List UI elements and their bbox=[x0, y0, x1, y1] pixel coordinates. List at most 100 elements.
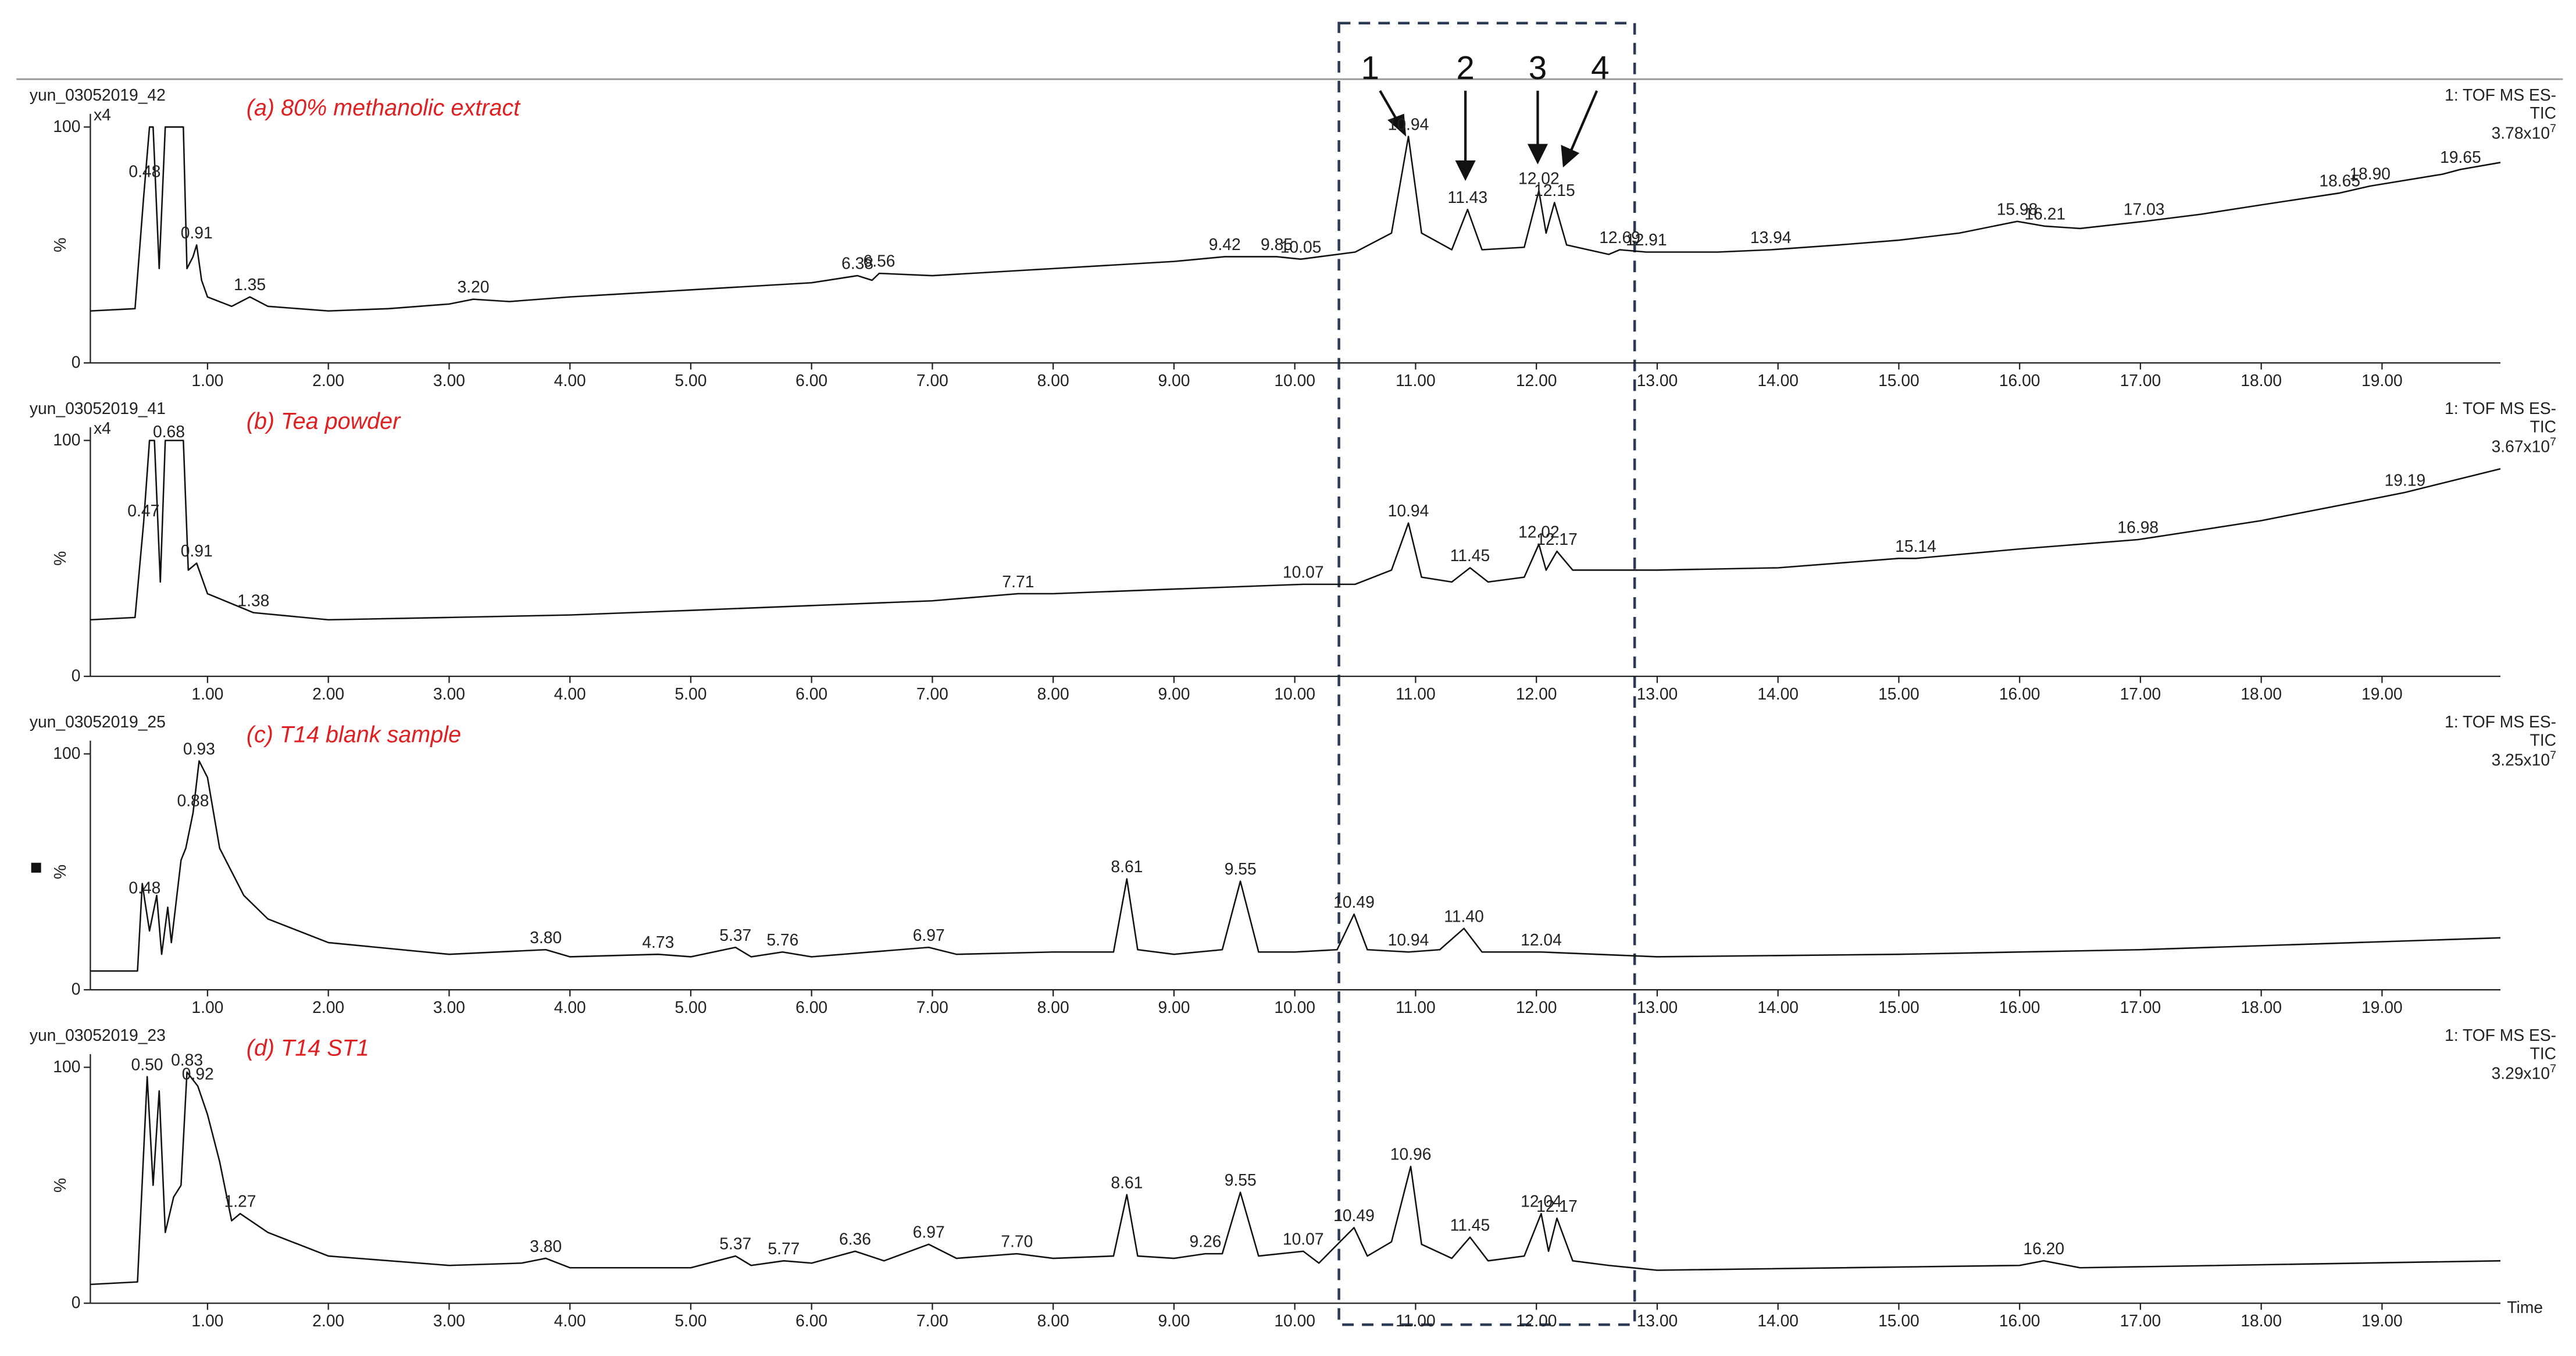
y-label: % bbox=[51, 865, 69, 879]
peak-label: 6.56 bbox=[864, 252, 895, 270]
x-tick-label: 12.00 bbox=[1516, 371, 1557, 390]
peak-label: 0.92 bbox=[182, 1065, 214, 1083]
sample-name: yun_03052019_23 bbox=[30, 1026, 166, 1044]
peak-label: 7.71 bbox=[1002, 572, 1034, 591]
peak-label: 10.96 bbox=[1390, 1145, 1432, 1164]
peak-label: 1.35 bbox=[234, 275, 266, 294]
x-tick-label: 2.00 bbox=[312, 998, 344, 1016]
box-label: 1 bbox=[1361, 49, 1379, 86]
x-tick-label: 9.00 bbox=[1158, 684, 1190, 703]
detector: 1: TOF MS ES- bbox=[2445, 1026, 2556, 1044]
trace bbox=[90, 126, 2501, 312]
x-tick-label: 18.00 bbox=[2240, 684, 2282, 703]
x-tick-label: 17.00 bbox=[2120, 684, 2161, 703]
peak-label: 13.94 bbox=[1750, 228, 1792, 247]
peak-label: 3.80 bbox=[530, 928, 562, 947]
peak-label: 10.94 bbox=[1388, 115, 1429, 133]
peak-label: 8.61 bbox=[1111, 857, 1143, 876]
peak-label: 15.98 bbox=[1997, 199, 2038, 218]
x-label: Time bbox=[2507, 1298, 2543, 1316]
x-tick-label: 17.00 bbox=[2120, 371, 2161, 390]
x-tick-label: 2.00 bbox=[312, 1311, 344, 1330]
x-tick-label: 12.00 bbox=[1516, 684, 1557, 703]
x-tick-label: 11.00 bbox=[1396, 1311, 1436, 1330]
x-tick-label: 15.00 bbox=[1878, 1311, 1919, 1330]
scale: 3.78x107 bbox=[2492, 122, 2556, 142]
peak-label: 5.37 bbox=[719, 926, 751, 944]
peak-label: 10.07 bbox=[1283, 1230, 1324, 1248]
x-tick-label: 4.00 bbox=[554, 684, 586, 703]
peak-label: 0.91 bbox=[181, 223, 213, 242]
x-tick-label: 14.00 bbox=[1757, 684, 1799, 703]
zoom: x4 bbox=[94, 105, 111, 124]
scale-base: 3.67x10 bbox=[2492, 437, 2550, 455]
box-label: 4 bbox=[1591, 49, 1609, 86]
peak-label: 0.93 bbox=[183, 739, 215, 758]
peak-label: 11.40 bbox=[1444, 907, 1484, 925]
peak-label: 12.04 bbox=[1521, 930, 1562, 949]
y-tick-label: 0 bbox=[72, 353, 81, 372]
x-tick-label: 17.00 bbox=[2120, 998, 2161, 1016]
peak-label: 5.77 bbox=[768, 1239, 800, 1258]
x-tick-label: 10.00 bbox=[1274, 371, 1315, 390]
x-tick-label: 2.00 bbox=[312, 371, 344, 390]
trace-type: TIC bbox=[2530, 730, 2556, 749]
sample-name: yun_03052019_25 bbox=[30, 712, 166, 731]
peak-label: 0.47 bbox=[127, 501, 159, 520]
y-tick-label: 100 bbox=[53, 430, 80, 449]
detector: 1: TOF MS ES- bbox=[2445, 399, 2556, 417]
y-tick-label: 100 bbox=[53, 1057, 80, 1076]
y-label: % bbox=[51, 238, 69, 252]
peak-label: 16.98 bbox=[2117, 518, 2158, 536]
scale: 3.25x107 bbox=[2492, 749, 2556, 769]
x-tick-label: 5.00 bbox=[675, 1311, 707, 1330]
peak-label: 10.94 bbox=[1388, 501, 1429, 520]
peak-label: 4.73 bbox=[642, 933, 674, 951]
peak-label: 0.48 bbox=[129, 879, 160, 897]
peak-label: 0.83 bbox=[171, 1050, 203, 1069]
scale: 3.29x107 bbox=[2492, 1062, 2556, 1082]
x-tick-label: 1.00 bbox=[191, 1311, 223, 1330]
panel-title: (b) Tea powder bbox=[247, 409, 401, 434]
trace bbox=[90, 440, 2501, 621]
peak-label: 11.43 bbox=[1447, 188, 1487, 206]
peak-label: 10.94 bbox=[1388, 930, 1429, 949]
x-tick-label: 15.00 bbox=[1878, 684, 1919, 703]
x-tick-label: 15.00 bbox=[1878, 998, 1919, 1016]
peak-label: 9.55 bbox=[1225, 1171, 1257, 1189]
panel-title: (d) T14 ST1 bbox=[247, 1036, 369, 1061]
peak-label: 9.55 bbox=[1225, 859, 1257, 878]
peak-label: 12.02 bbox=[1518, 169, 1560, 188]
x-tick-label: 9.00 bbox=[1158, 371, 1190, 390]
detector: 1: TOF MS ES- bbox=[2445, 712, 2556, 731]
peak-label: 3.80 bbox=[530, 1237, 562, 1255]
x-tick-label: 14.00 bbox=[1757, 1311, 1799, 1330]
x-tick-label: 16.00 bbox=[1999, 371, 2040, 390]
x-tick-label: 19.00 bbox=[2361, 998, 2403, 1016]
x-tick-label: 3.00 bbox=[433, 684, 465, 703]
box-label: 2 bbox=[1456, 49, 1474, 86]
scale-base: 3.25x10 bbox=[2492, 750, 2550, 769]
peak-label: 11.45 bbox=[1450, 1215, 1490, 1234]
x-tick-label: 7.00 bbox=[916, 998, 948, 1016]
x-tick-label: 3.00 bbox=[433, 1311, 465, 1330]
peak-label: 7.70 bbox=[1001, 1232, 1033, 1251]
x-tick-label: 16.00 bbox=[1999, 684, 2040, 703]
x-tick-label: 6.00 bbox=[795, 371, 827, 390]
scale-base: 3.29x10 bbox=[2492, 1064, 2550, 1082]
x-tick-label: 16.00 bbox=[1999, 998, 2040, 1016]
peak-label: 15.14 bbox=[1895, 537, 1936, 555]
x-tick-label: 7.00 bbox=[916, 371, 948, 390]
peak-label: 10.49 bbox=[1333, 1206, 1375, 1225]
peak-label: 0.50 bbox=[131, 1055, 163, 1073]
peak-label: 18.65 bbox=[2319, 172, 2360, 190]
x-tick-label: 15.00 bbox=[1878, 371, 1919, 390]
x-tick-label: 2.00 bbox=[312, 684, 344, 703]
x-tick-label: 18.00 bbox=[2240, 371, 2282, 390]
x-tick-label: 12.00 bbox=[1516, 998, 1557, 1016]
peak-label: 6.97 bbox=[913, 926, 945, 944]
scale: 3.67x107 bbox=[2492, 436, 2556, 455]
x-tick-label: 10.00 bbox=[1274, 998, 1315, 1016]
peak-label: 5.37 bbox=[719, 1234, 751, 1253]
